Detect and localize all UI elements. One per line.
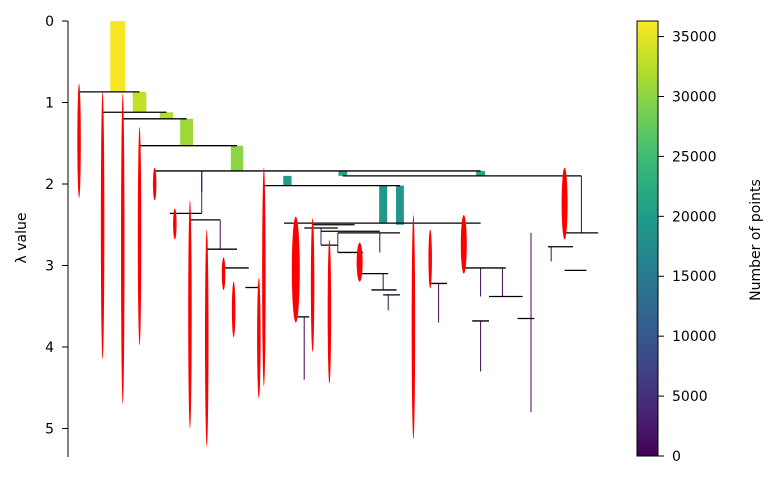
selected-cluster-marker <box>356 242 363 282</box>
dendrogram-branch <box>396 185 404 225</box>
dendrogram-branch <box>379 185 388 224</box>
colorbar-tick-label: 5000 <box>672 389 708 405</box>
selected-cluster-marker <box>257 277 261 399</box>
y-tick-label: 2 <box>45 177 54 193</box>
dendrogram-branch <box>180 118 194 146</box>
y-tick-label: 3 <box>45 259 54 275</box>
plot-area <box>77 21 599 447</box>
colorbar-tick-label: 30000 <box>672 89 717 105</box>
colorbar-frame <box>636 20 659 457</box>
colorbar: 0 5000 10000 15000 20000 25000 30000 35000 Numb… <box>636 20 764 465</box>
colorbar-tick-label: 10000 <box>672 329 717 345</box>
selected-cluster-marker <box>173 208 177 240</box>
selected-cluster-marker <box>100 91 105 360</box>
colorbar-tick-label: 20000 <box>672 209 717 225</box>
dendrogram-branch <box>283 175 292 186</box>
colorbar-label: Number of points <box>748 179 764 301</box>
selected-cluster-marker <box>221 257 226 290</box>
dendrogram-branch <box>580 175 582 233</box>
y-axis: 0 1 2 3 4 5 <box>45 14 69 457</box>
y-axis-label: λ value <box>14 213 30 264</box>
selected-cluster-marker <box>121 93 125 405</box>
y-tick-label: 1 <box>45 96 54 112</box>
selected-cluster-marker <box>327 239 332 384</box>
y-tick-label: 4 <box>45 340 54 356</box>
colorbar-tick-label: 25000 <box>672 149 717 165</box>
dendrogram-branch <box>110 21 126 92</box>
selected-cluster-marker <box>137 126 142 346</box>
dendrogram-branch <box>159 112 174 119</box>
colorbar-tick-label: 0 <box>672 449 681 465</box>
selected-cluster-marker <box>205 229 209 447</box>
dendrogram-branch <box>530 232 532 413</box>
colorbar-fill <box>637 21 658 456</box>
selected-cluster-marker <box>561 167 568 240</box>
selected-cluster-marker <box>310 218 315 352</box>
selected-cluster-marker <box>188 200 192 429</box>
y-tick-label: 0 <box>45 14 54 30</box>
selected-cluster-marker <box>460 214 467 274</box>
dendrogram-branch <box>230 145 244 171</box>
y-tick-label: 5 <box>45 422 54 438</box>
colorbar-ticks: 0 5000 10000 15000 20000 25000 30000 35000 <box>658 30 717 465</box>
colorbar-tick-label: 15000 <box>672 269 717 285</box>
dendrogram-branch <box>338 170 348 176</box>
selected-cluster-marker <box>231 281 236 338</box>
selected-cluster-marker <box>262 167 266 387</box>
selected-cluster-marker <box>152 167 157 201</box>
dendrogram-branch <box>476 170 486 176</box>
selected-cluster-marker <box>411 214 416 440</box>
selected-cluster-marker <box>291 216 300 323</box>
colorbar-tick-label: 35000 <box>672 30 717 46</box>
dendrogram-branch <box>132 91 147 113</box>
selected-cluster-marker <box>77 83 81 198</box>
selected-cluster-marker <box>428 229 432 289</box>
